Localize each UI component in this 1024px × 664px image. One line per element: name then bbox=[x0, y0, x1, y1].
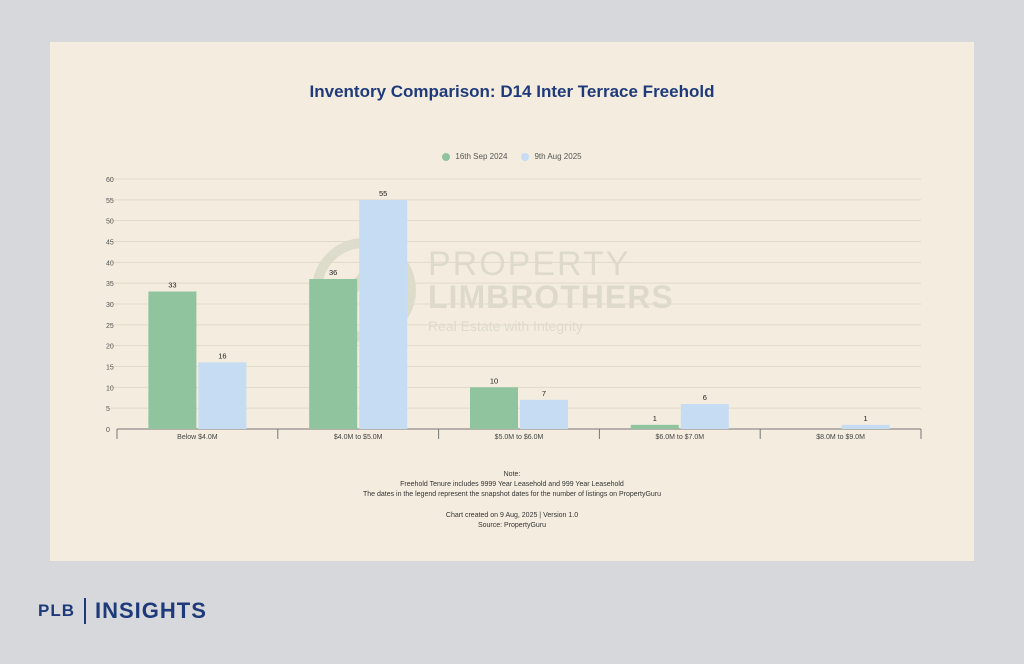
bar bbox=[309, 279, 358, 429]
data-label: 7 bbox=[542, 389, 546, 398]
data-label: 16 bbox=[218, 351, 226, 360]
data-label: 10 bbox=[490, 376, 498, 385]
x-tick-label: Below $4.0M bbox=[177, 434, 218, 441]
notes-created: Chart created on 9 Aug, 2025 | Version 1… bbox=[445, 512, 579, 519]
y-tick-label: 15 bbox=[106, 365, 114, 372]
notes-line-1: Freehold Tenure includes 9999 Year Lease… bbox=[400, 481, 624, 488]
notes-source: Source: PropertyGuru bbox=[477, 522, 547, 529]
y-tick-label: 55 bbox=[106, 198, 114, 205]
y-tick-label: 5 bbox=[106, 406, 110, 413]
y-tick-label: 20 bbox=[106, 344, 114, 351]
data-label: 6 bbox=[703, 393, 707, 402]
plb-insights-logo: PLB INSIGHTS bbox=[38, 598, 207, 624]
legend-label-series-1: 16th Sep 2024 bbox=[455, 152, 508, 161]
x-tick-label: $6.0M to $7.0M bbox=[655, 434, 704, 441]
legend-swatch-series-2 bbox=[521, 152, 530, 161]
y-tick-label: 45 bbox=[106, 240, 114, 247]
legend-item-series-1: 16th Sep 2024 bbox=[442, 152, 507, 161]
y-tick-label: 60 bbox=[106, 177, 114, 184]
chart-title: Inventory Comparison: D14 Inter Terrace … bbox=[309, 82, 715, 101]
y-tick-label: 35 bbox=[106, 281, 114, 288]
legend-item-series-2: 9th Aug 2025 bbox=[521, 152, 582, 161]
notes-heading: Note: bbox=[503, 471, 521, 478]
legend-label-series-2: 9th Aug 2025 bbox=[534, 152, 582, 161]
bar bbox=[359, 199, 408, 429]
bar bbox=[680, 404, 729, 429]
x-tick-label: $4.0M to $5.0M bbox=[334, 434, 383, 441]
data-label: 55 bbox=[379, 189, 387, 198]
y-tick-label: 0 bbox=[106, 427, 110, 434]
y-tick-label: 25 bbox=[106, 323, 114, 330]
legend-swatch-series-1 bbox=[442, 152, 451, 161]
bar bbox=[470, 387, 518, 429]
y-tick-label: 10 bbox=[106, 385, 114, 392]
chart-card: Inventory Comparison: D14 Inter Terrace … bbox=[50, 42, 974, 561]
bar bbox=[520, 399, 568, 429]
bar bbox=[841, 424, 890, 429]
chart-legend: 16th Sep 2024 9th Aug 2025 bbox=[50, 152, 974, 161]
y-tick-label: 50 bbox=[106, 219, 114, 226]
y-tick-label: 40 bbox=[106, 260, 114, 267]
data-label: 1 bbox=[653, 414, 657, 423]
data-label: 33 bbox=[168, 281, 176, 290]
y-tick-label: 30 bbox=[106, 302, 114, 309]
chart-notes: Note: Freehold Tenure includes 9999 Year… bbox=[50, 470, 974, 531]
x-tick-label: $5.0M to $6.0M bbox=[495, 434, 544, 441]
x-tick-label: $8.0M to $9.0M bbox=[816, 434, 865, 441]
brand-label: PLB bbox=[38, 601, 75, 620]
bar bbox=[198, 362, 247, 429]
bar bbox=[148, 291, 197, 429]
insights-label: INSIGHTS bbox=[95, 598, 207, 623]
logo-divider bbox=[84, 598, 86, 624]
data-label: 36 bbox=[329, 268, 337, 277]
notes-line-2: The dates in the legend represent the sn… bbox=[362, 491, 662, 498]
data-label: 1 bbox=[864, 414, 868, 423]
bar bbox=[630, 424, 679, 429]
